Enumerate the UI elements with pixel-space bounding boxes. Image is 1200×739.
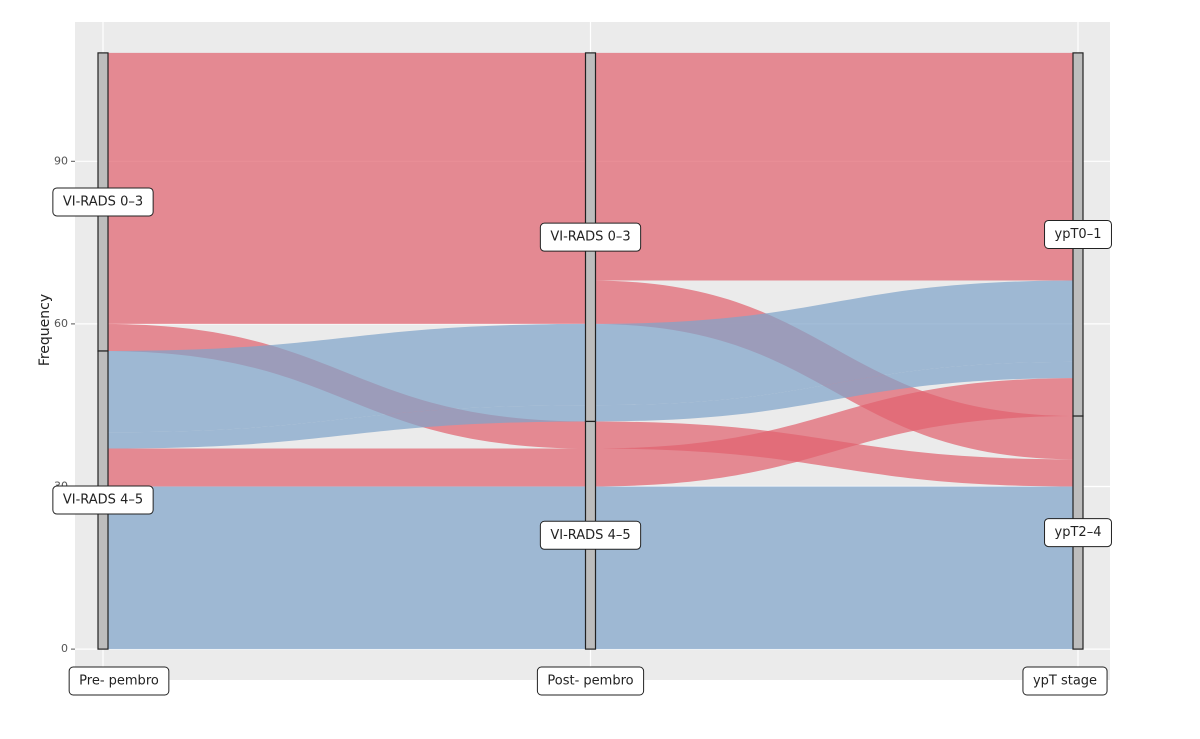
flow — [590, 378, 1078, 487]
y-tick-label: 0 — [61, 642, 68, 655]
stratum-label-box — [1044, 219, 1112, 249]
stratum-label: VI-RADS 0–3 — [550, 230, 630, 245]
axis-label: Post- pembro — [547, 674, 633, 689]
flow — [103, 323, 591, 433]
stratum-label-box — [1044, 518, 1112, 548]
flow — [103, 448, 591, 487]
flow — [103, 486, 591, 650]
axis-label-box — [1022, 666, 1108, 696]
stratum-label: ypT2–4 — [1055, 525, 1102, 540]
stratum-label: ypT0–1 — [1055, 227, 1102, 242]
flow — [103, 405, 591, 449]
axis-label-box — [536, 666, 645, 696]
axis-label: ypT stage — [1033, 674, 1097, 689]
axis-label-box — [68, 666, 170, 696]
flow — [103, 280, 591, 324]
flow — [590, 486, 1078, 650]
stratum-label-box — [52, 187, 154, 217]
flow — [103, 52, 591, 281]
stratum-label-box — [539, 520, 642, 550]
stratum-label-box — [539, 222, 642, 252]
stratum-label: VI-RADS 0–3 — [63, 194, 143, 209]
y-tick-label: 90 — [54, 154, 68, 167]
y-tick-label: 60 — [54, 317, 68, 330]
y-axis-label: Frequency — [37, 294, 53, 366]
stratum-label-box — [52, 485, 154, 515]
flow — [590, 52, 1078, 281]
flow — [590, 280, 1078, 406]
stratum-label: VI-RADS 4–5 — [63, 493, 143, 508]
stratum-label: VI-RADS 4–5 — [550, 528, 630, 543]
flow — [590, 361, 1078, 422]
axis-label: Pre- pembro — [79, 674, 159, 689]
flow — [590, 421, 1078, 487]
